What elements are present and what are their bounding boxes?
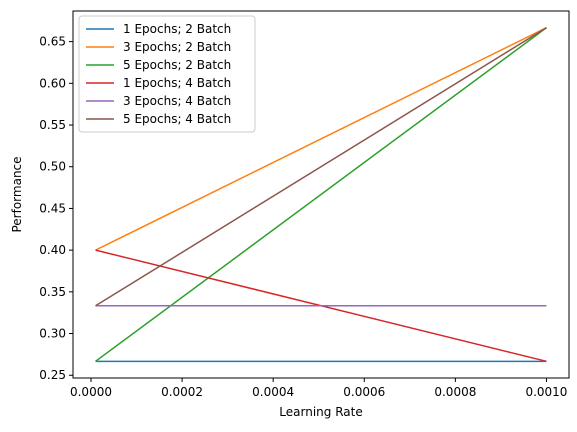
y-tick-label: 0.65 (39, 35, 66, 49)
y-axis: 0.25 0.30 0.35 0.40 0.45 0.50 0.55 0.60 0.65 (39, 35, 73, 382)
legend: 1 Epochs; 2 Batch 3 Epochs; 2 Batch 5 Epoc… (78, 15, 256, 133)
y-tick-label: 0.45 (39, 201, 66, 215)
x-tick-label: 0.0010 (525, 385, 567, 399)
series-line-6 (95, 27, 547, 307)
y-axis-label: Performance (10, 156, 24, 232)
x-axis-label: Learning Rate (279, 405, 362, 419)
y-tick-label: 0.55 (39, 118, 66, 132)
legend-entry: 1 Epochs; 4 Batch (123, 76, 231, 90)
legend-box (78, 15, 256, 133)
x-tick-label: 0.0002 (161, 385, 203, 399)
legend-entry: 5 Epochs; 2 Batch (123, 58, 231, 72)
y-tick-label: 0.60 (39, 76, 66, 90)
legend-entry: 3 Epochs; 4 Batch (123, 94, 231, 108)
x-tick-label: 0.0008 (434, 385, 476, 399)
x-tick-label: 0.0004 (252, 385, 294, 399)
series-line-2 (95, 27, 547, 251)
y-tick-label: 0.50 (39, 160, 66, 174)
legend-entry: 3 Epochs; 2 Batch (123, 40, 231, 54)
plot-frame (72, 10, 570, 379)
legend-entry: 5 Epochs; 4 Batch (123, 112, 231, 126)
y-tick-label: 0.25 (39, 368, 66, 382)
y-tick-label: 0.30 (39, 327, 66, 341)
x-axis: 0.0000 0.0002 0.0004 0.0006 0.0008 0.0010 (70, 378, 567, 399)
legend-entry: 1 Epochs; 2 Batch (123, 22, 231, 36)
x-tick-label: 0.0006 (343, 385, 385, 399)
y-tick-label: 0.40 (39, 243, 66, 257)
x-tick-label: 0.0000 (70, 385, 112, 399)
series-layer (95, 27, 547, 363)
y-tick-label: 0.35 (39, 285, 66, 299)
